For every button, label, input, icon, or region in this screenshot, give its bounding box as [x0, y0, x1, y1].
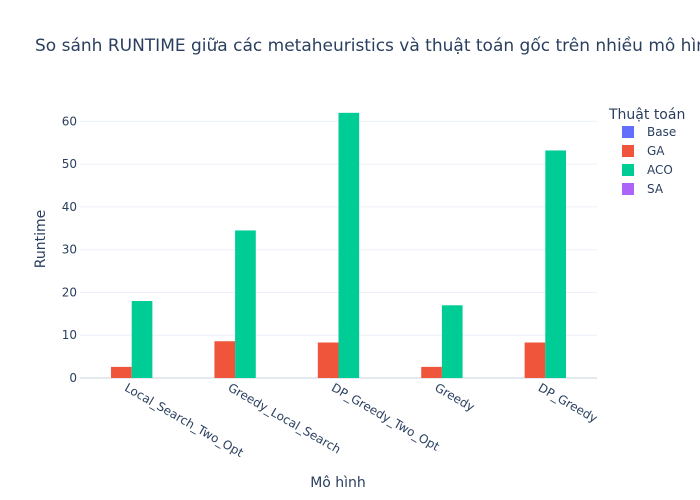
legend-label-aco: ACO [647, 163, 673, 177]
bar-aco[interactable] [338, 112, 360, 378]
legend-swatch-ga [622, 145, 634, 157]
bar-aco[interactable] [545, 150, 566, 378]
bar-ga[interactable] [524, 342, 546, 378]
x-tick-label: Greedy_Local_Search [226, 380, 344, 456]
legend[interactable]: Thuật toán Base GA ACO SA [608, 107, 685, 196]
bars [111, 112, 566, 378]
bar-aco[interactable] [131, 301, 153, 378]
y-tick-label: 50 [62, 157, 77, 171]
x-tick-label: DP_Greedy [536, 380, 600, 425]
bar-ga[interactable] [214, 341, 236, 378]
legend-swatch-base [622, 126, 634, 138]
y-tick-labels: 0 10 20 30 40 50 60 [62, 114, 77, 385]
legend-label-base: Base [647, 125, 676, 139]
chart-title: So sánh RUNTIME giữa các metaheuristics … [35, 35, 700, 56]
y-tick-label: 60 [62, 114, 77, 128]
x-axis-title: Mô hình [310, 475, 366, 491]
x-tick-label: DP_Greedy_Two_Opt [329, 380, 442, 453]
x-tick-labels: Local_Search_Two_OptGreedy_Local_SearchD… [122, 380, 600, 460]
legend-swatch-sa [622, 183, 634, 195]
x-tick-label: Greedy [432, 380, 477, 414]
legend-title: Thuật toán [608, 107, 685, 123]
legend-label-ga: GA [647, 144, 665, 158]
y-axis-title: Runtime [33, 210, 49, 268]
legend-label-sa: SA [647, 182, 664, 196]
legend-swatch-aco [622, 164, 634, 176]
bar-ga[interactable] [421, 366, 442, 378]
y-tick-label: 20 [62, 285, 77, 299]
bar-aco[interactable] [235, 230, 256, 378]
bar-ga[interactable] [111, 366, 132, 378]
bar-aco[interactable] [441, 305, 463, 378]
y-tick-label: 0 [69, 371, 77, 385]
bar-ga[interactable] [317, 342, 339, 378]
y-tick-label: 10 [62, 328, 77, 342]
y-tick-label: 40 [62, 200, 77, 214]
y-tick-label: 30 [62, 243, 77, 257]
